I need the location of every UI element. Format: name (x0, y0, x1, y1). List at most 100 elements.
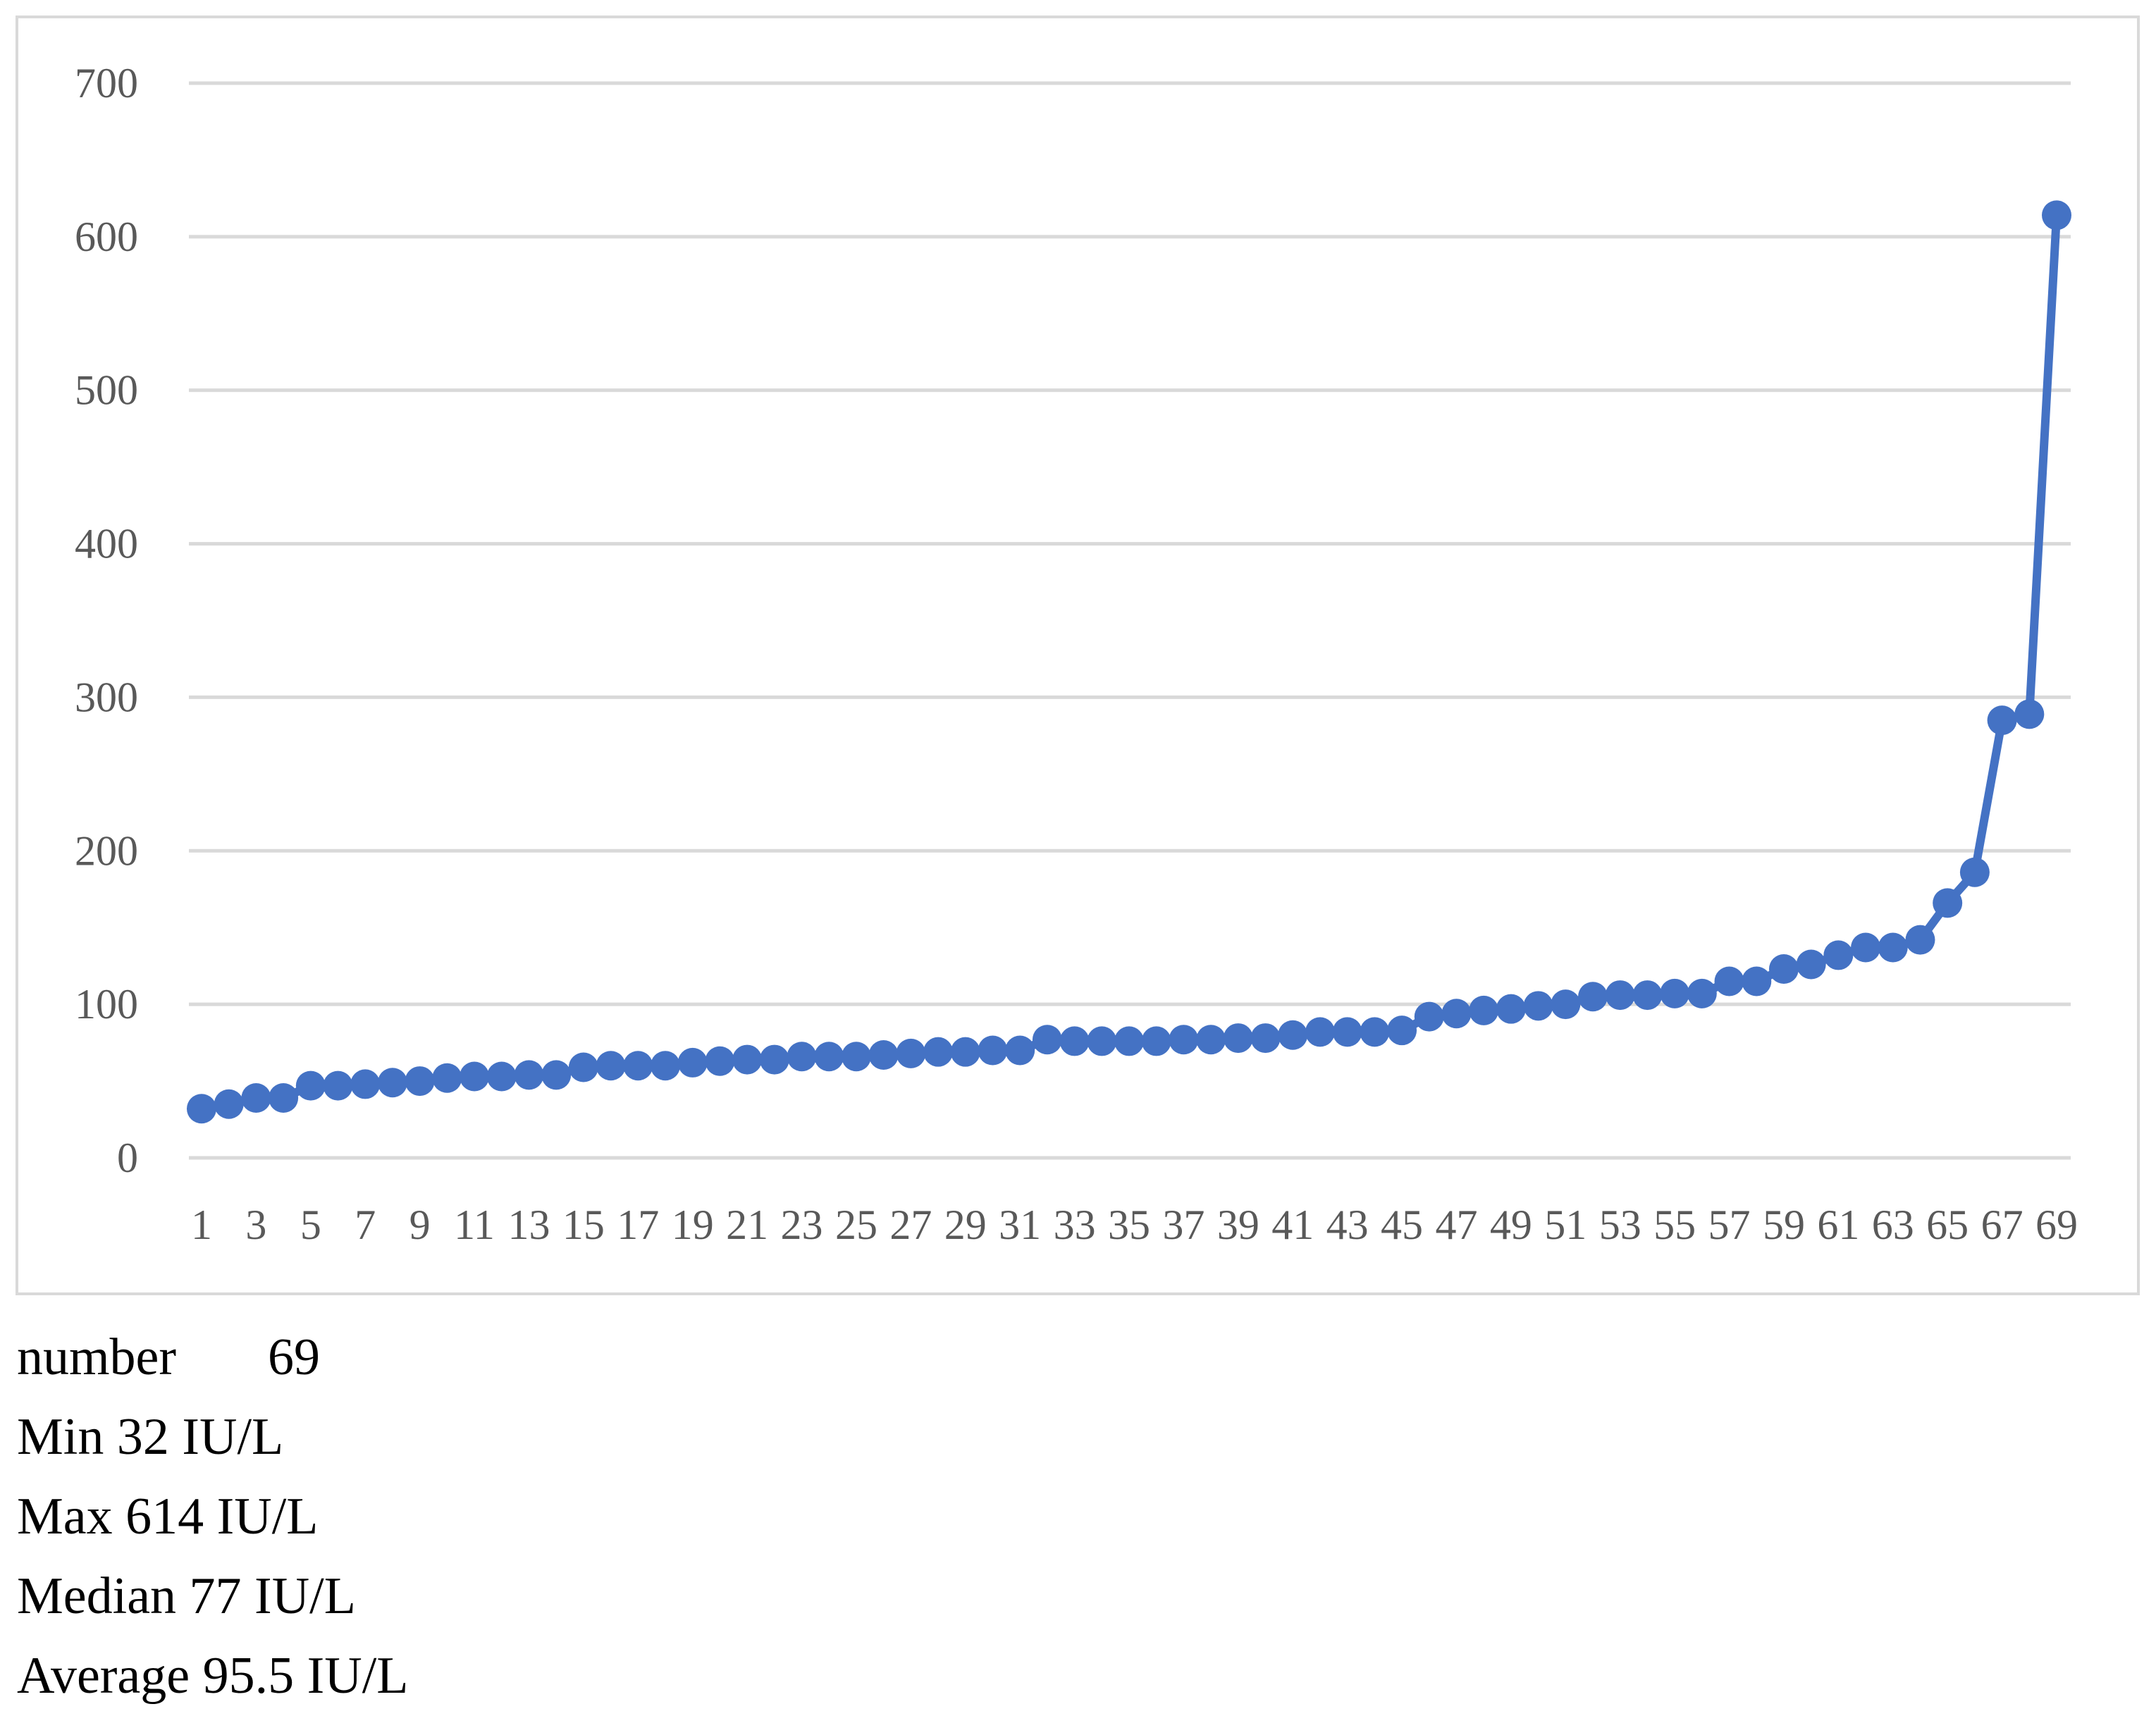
stat-number-value: 69 (268, 1328, 321, 1386)
y-tick-label: 100 (75, 981, 138, 1027)
x-tick-label: 41 (1271, 1202, 1314, 1248)
data-point (923, 1037, 954, 1067)
data-point (787, 1042, 817, 1072)
data-point (1196, 1025, 1226, 1055)
data-point (1305, 1017, 1335, 1047)
data-point (323, 1070, 353, 1101)
data-point (1768, 954, 1799, 984)
data-point (1796, 949, 1826, 980)
x-tick-label: 29 (944, 1202, 987, 1248)
data-point (1496, 994, 1526, 1024)
y-axis-ticks: 0 100 200 300 400 500 600 700 (75, 60, 138, 1181)
data-point (1005, 1035, 1035, 1066)
data-point (1851, 932, 1881, 963)
data-point (295, 1070, 326, 1101)
data-point (1414, 1001, 1444, 1032)
data-point (896, 1038, 926, 1068)
stat-number-label: number (17, 1328, 177, 1386)
data-point (841, 1042, 871, 1072)
x-tick-label: 67 (1981, 1202, 2023, 1248)
data-point (1223, 1023, 1253, 1054)
data-point (1660, 978, 1690, 1008)
x-tick-label: 23 (781, 1202, 823, 1248)
x-tick-label: 59 (1763, 1202, 1805, 1248)
stat-min: Min 32 IU/L (17, 1408, 284, 1466)
data-point (596, 1051, 626, 1081)
x-tick-label: 11 (454, 1202, 495, 1248)
data-point (1933, 888, 1963, 918)
x-tick-label: 53 (1599, 1202, 1641, 1248)
data-point (1905, 925, 1935, 955)
data-point (1523, 991, 1553, 1021)
data-point (1387, 1016, 1417, 1046)
data-point (269, 1083, 299, 1113)
data-point (1551, 989, 1581, 1020)
data-point (460, 1061, 490, 1092)
data-point (1469, 995, 1499, 1025)
x-tick-label: 63 (1872, 1202, 1914, 1248)
stat-median: Median 77 IU/L (17, 1567, 356, 1625)
data-point (705, 1046, 735, 1076)
data-point (2014, 699, 2045, 729)
data-point (486, 1061, 517, 1092)
x-tick-label: 21 (726, 1202, 768, 1248)
data-point (1632, 980, 1663, 1011)
stat-max: Max 614 IU/L (17, 1488, 319, 1545)
data-point (950, 1037, 980, 1067)
x-axis-ticks: 1 3 5 7 9 11 13 15 17 19 21 23 25 27 29 31 33 35 37 39 41 43 4… (191, 1202, 2078, 1248)
x-tick-label: 13 (507, 1202, 550, 1248)
summary-statistics: number 69 Min 32 IU/L Max 614 IU/L Median… (17, 1318, 1004, 1716)
data-point (1250, 1023, 1281, 1054)
data-point (868, 1040, 899, 1070)
data-point (1742, 966, 1772, 996)
data-point (1360, 1017, 1390, 1047)
y-tick-label: 300 (75, 674, 138, 720)
x-tick-label: 25 (835, 1202, 877, 1248)
x-tick-label: 51 (1544, 1202, 1587, 1248)
y-tick-label: 200 (75, 827, 138, 874)
x-tick-label: 9 (409, 1202, 431, 1248)
x-tick-label: 69 (2035, 1202, 2078, 1248)
data-point (1278, 1020, 1308, 1050)
x-tick-label: 39 (1217, 1202, 1259, 1248)
data-point (1141, 1026, 1171, 1056)
x-tick-label: 55 (1653, 1202, 1696, 1248)
x-tick-label: 17 (617, 1202, 659, 1248)
gridlines (189, 81, 2071, 1160)
x-tick-label: 37 (1162, 1202, 1205, 1248)
stat-average: Average 95.5 IU/L (17, 1647, 409, 1705)
x-tick-label: 19 (672, 1202, 714, 1248)
x-tick-label: 49 (1490, 1202, 1532, 1248)
data-point (814, 1042, 844, 1072)
data-point (1441, 999, 1472, 1029)
data-point (568, 1052, 598, 1082)
data-point (405, 1066, 435, 1097)
data-point (377, 1068, 407, 1098)
data-point (1823, 940, 1854, 970)
x-tick-label: 45 (1381, 1202, 1423, 1248)
data-point (350, 1069, 381, 1099)
x-tick-label: 1 (191, 1202, 212, 1248)
data-point (1087, 1026, 1117, 1056)
stat-number: number 69 (17, 1318, 1004, 1397)
data-point (432, 1063, 462, 1093)
x-tick-label: 31 (999, 1202, 1041, 1248)
data-point (1578, 982, 1608, 1012)
data-point (1605, 980, 1635, 1011)
x-tick-label: 33 (1054, 1202, 1096, 1248)
data-point (214, 1089, 244, 1119)
series (187, 200, 2071, 1124)
data-point (1169, 1025, 1199, 1055)
x-tick-label: 7 (355, 1202, 376, 1248)
data-point (623, 1051, 653, 1081)
data-point (759, 1044, 789, 1075)
x-tick-label: 47 (1435, 1202, 1477, 1248)
x-tick-label: 57 (1708, 1202, 1751, 1248)
x-tick-label: 43 (1326, 1202, 1369, 1248)
data-point (541, 1060, 572, 1090)
y-tick-label: 700 (75, 60, 138, 106)
data-point (241, 1083, 271, 1113)
y-tick-label: 500 (75, 367, 138, 414)
data-point (677, 1047, 708, 1078)
